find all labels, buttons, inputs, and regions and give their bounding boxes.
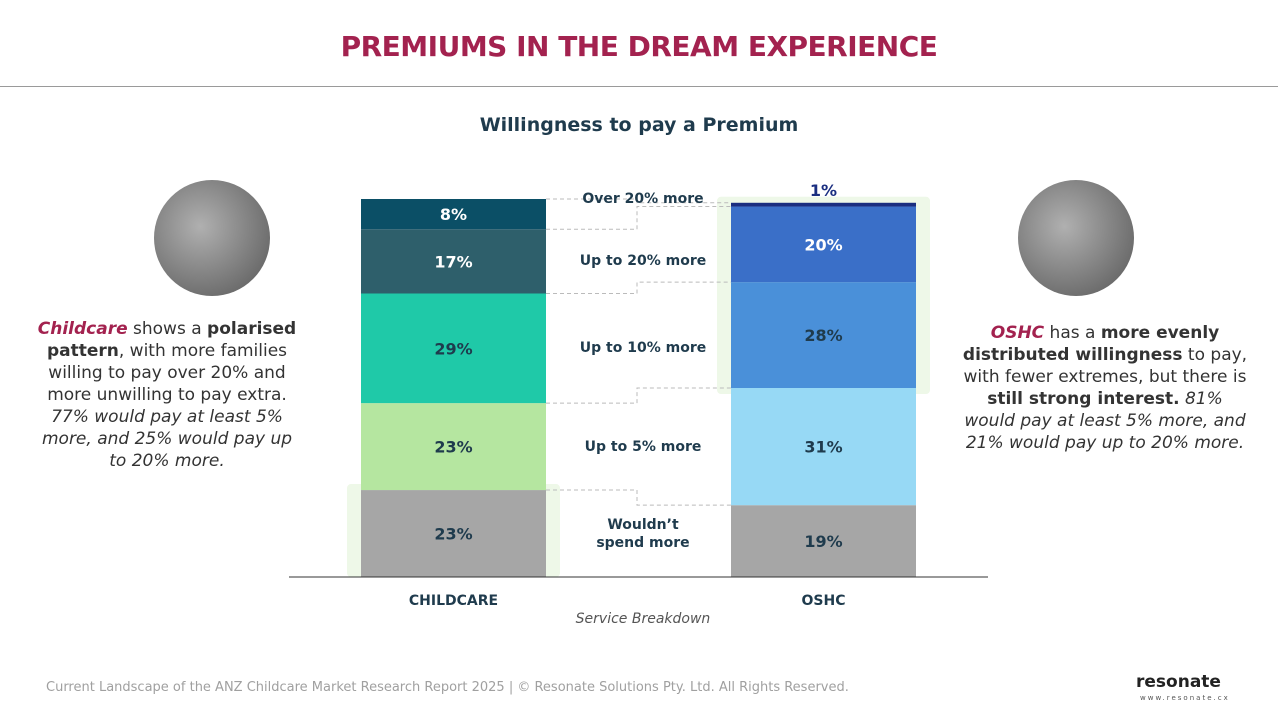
connector (546, 198, 731, 204)
legend-label: Up to 5% more (584, 438, 702, 455)
bar-segment (731, 505, 916, 577)
chart-title: Willingness to pay a Premium (479, 114, 799, 136)
bar-segment (361, 403, 546, 491)
bar-segment (361, 490, 546, 577)
x-axis-label: Service Breakdown (576, 611, 711, 627)
note-text: Childcare (37, 319, 128, 339)
legend-label: Over 20% more (582, 191, 704, 207)
note-text: still strong interest. (987, 389, 1180, 409)
left-note: Childcare shows a polarised pattern, wit… (36, 318, 298, 472)
x-tick-label: CHILDCARE (409, 593, 498, 609)
bar-segment (361, 293, 546, 404)
note-text: OSHC (990, 323, 1045, 343)
bar-segment (731, 282, 916, 388)
note-text: 81% would pay at least 5% more, and 21% … (964, 389, 1246, 453)
legend-label: Wouldn’t spend more (596, 516, 690, 551)
value-label: 28% (804, 326, 842, 345)
connector (546, 206, 731, 230)
value-label: 17% (434, 252, 472, 271)
note-text: polarised pattern (46, 319, 297, 361)
logo-url: www.resonate.cx (1140, 694, 1230, 702)
legend-label: Up to 20% more (579, 253, 707, 270)
value-label: 19% (804, 532, 842, 551)
note-text: has a (1044, 323, 1101, 343)
bar-segment (731, 202, 916, 207)
connector (546, 281, 731, 294)
footer: Current Landscape of the ANZ Childcare M… (46, 680, 849, 695)
note-text: 77% would pay at least 5% more, and 25% … (41, 407, 293, 471)
note-text: , with more families willing to pay over… (47, 341, 288, 405)
bar-segment (731, 206, 916, 283)
bar-segment (361, 229, 546, 294)
bar-segment (731, 388, 916, 506)
value-label: 23% (434, 438, 472, 457)
value-label: 23% (434, 525, 472, 544)
value-label: 20% (804, 235, 842, 254)
legend-label: Up to 10% more (579, 340, 707, 357)
divider (0, 86, 1278, 87)
photo-oshc (1018, 180, 1134, 296)
right-note: OSHC has a more evenly distributed willi… (960, 322, 1250, 454)
x-tick-label: OSHC (802, 593, 846, 609)
note-text: shows a (127, 319, 208, 339)
value-label: 1% (810, 181, 837, 200)
slide-title: PREMIUMS IN THE DREAM EXPERIENCE (340, 30, 938, 63)
connector (546, 387, 731, 404)
bar-segment (361, 199, 546, 230)
connector (546, 489, 731, 506)
value-label: 8% (440, 205, 467, 224)
note-text: to pay, with fewer extremes, but there i… (963, 345, 1248, 387)
value-label: 29% (434, 339, 472, 358)
logo: resonate (1136, 672, 1221, 692)
photo-childcare (154, 180, 270, 296)
note-text: more evenly distributed willingness (962, 323, 1220, 365)
value-label: 31% (804, 438, 842, 457)
